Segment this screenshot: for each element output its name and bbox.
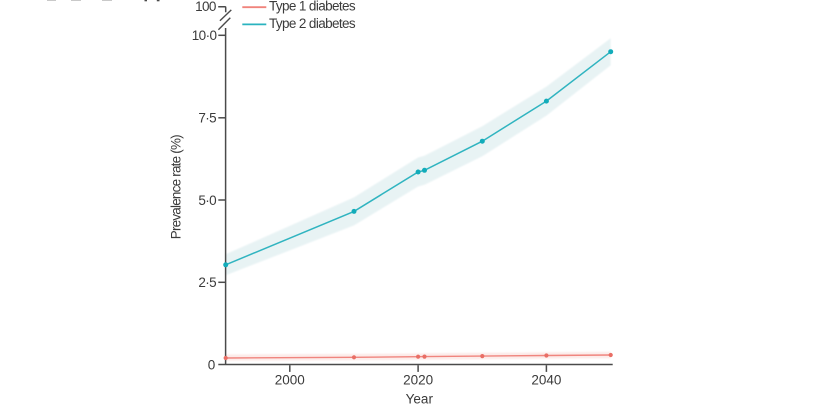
svg-text:Prevalence rate (%): Prevalence rate (%): [169, 135, 184, 239]
svg-text:5·0: 5·0: [198, 193, 216, 208]
svg-text:10·0: 10·0: [192, 28, 217, 43]
svg-text:Type 2 diabetes: Type 2 diabetes: [269, 16, 356, 31]
svg-text:2·5: 2·5: [198, 275, 216, 290]
svg-text:0: 0: [208, 358, 215, 373]
svg-text:Type 1 diabetes: Type 1 diabetes: [269, 0, 356, 14]
svg-text:Year: Year: [406, 391, 434, 404]
svg-text:2020: 2020: [403, 372, 433, 387]
svg-text:2000: 2000: [275, 372, 305, 387]
svg-text:7·5: 7·5: [198, 111, 216, 126]
svg-text:100: 100: [195, 0, 216, 14]
svg-text:2040: 2040: [531, 372, 561, 387]
